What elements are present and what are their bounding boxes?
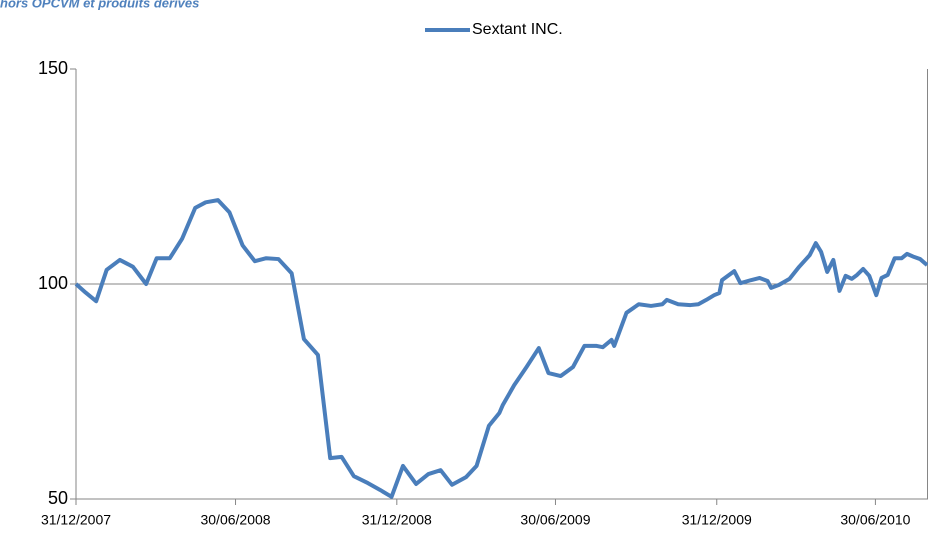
x-tick-label: 30/06/2009 <box>520 512 590 528</box>
x-tick-label: 30/06/2010 <box>840 512 910 528</box>
y-tick-label: 100 <box>38 273 68 293</box>
y-tick-label: 50 <box>48 488 68 508</box>
x-tick-label: 31/12/2007 <box>41 512 111 528</box>
x-tick-label: 31/12/2008 <box>362 512 432 528</box>
line-series <box>74 198 928 499</box>
x-tick-label: 30/06/2008 <box>200 512 270 528</box>
chart-title: hors OPCVM et produits dérivés <box>0 0 199 10</box>
x-tick-label: 31/12/2009 <box>682 512 752 528</box>
y-tick-label: 150 <box>38 58 68 78</box>
legend-label: Sextant INC. <box>472 21 563 38</box>
